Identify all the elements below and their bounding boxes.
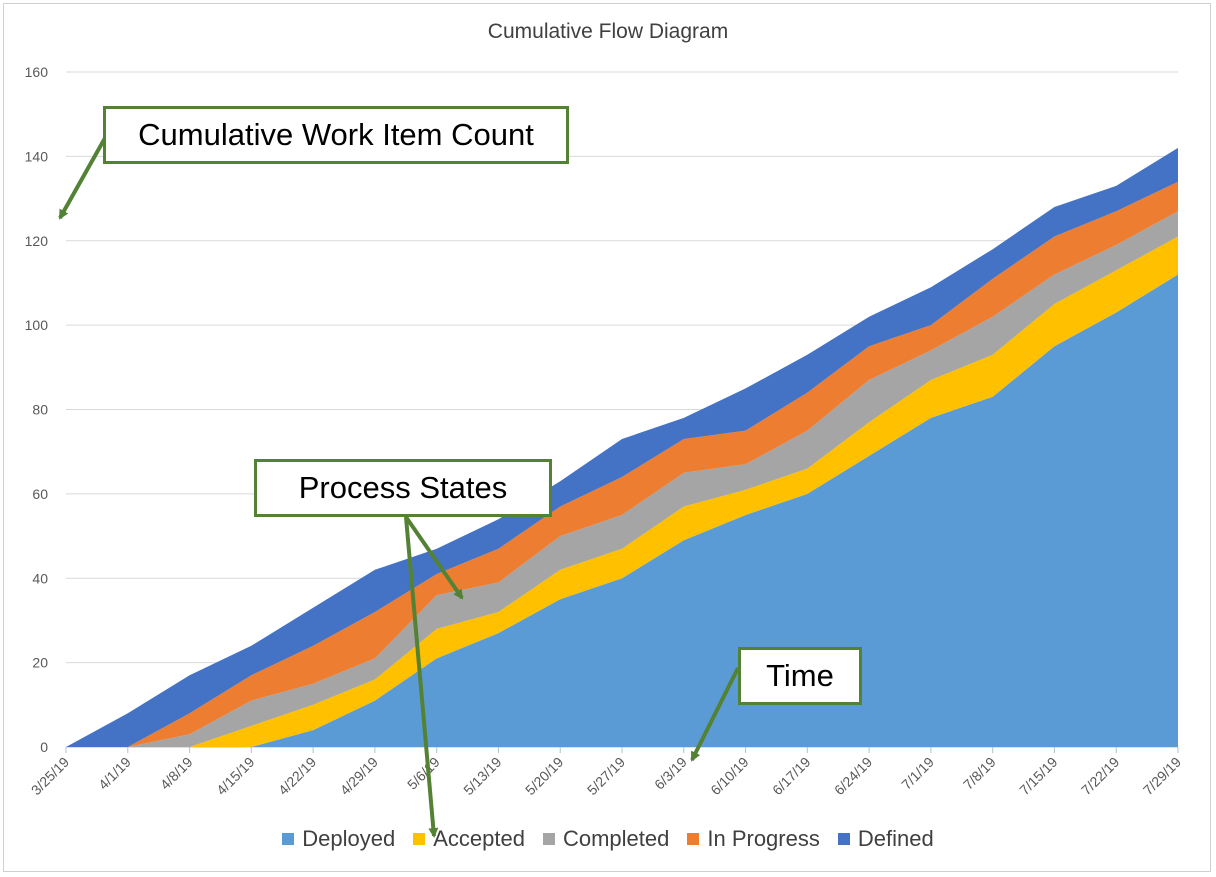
x-tick-label: 5/13/19 [460, 754, 504, 798]
legend-label: In Progress [707, 826, 820, 851]
y-tick-label: 20 [32, 655, 48, 671]
x-tick-label: 7/1/19 [898, 754, 937, 793]
x-tick-label: 4/22/19 [275, 754, 319, 798]
legend-label: Completed [562, 826, 670, 851]
annotation-arrow [404, 516, 439, 838]
annotation-arrows [58, 137, 740, 838]
y-tick-label: 40 [32, 570, 48, 586]
annotation-arrow [690, 667, 740, 762]
y-tick-label: 0 [40, 739, 48, 755]
legend-swatch [687, 833, 700, 845]
legend-item: In Progress [687, 826, 820, 852]
x-tick-label: 6/10/19 [707, 754, 751, 798]
x-tick-label: 7/22/19 [1078, 754, 1122, 798]
y-tick-label: 60 [32, 486, 48, 502]
x-tick-label: 6/17/19 [769, 754, 813, 798]
legend-swatch [282, 833, 295, 845]
annotation-arrow [58, 137, 107, 220]
x-tick-label: 7/8/19 [960, 754, 999, 793]
y-tick-label: 120 [25, 233, 49, 249]
legend: Deployed Accepted Completed In Progress Defi… [0, 826, 1216, 852]
x-tick-label: 3/25/19 [28, 754, 72, 798]
legend-swatch [542, 833, 555, 845]
y-tick-label: 160 [25, 64, 49, 80]
legend-swatch [413, 833, 426, 845]
x-tick-label: 5/6/19 [404, 754, 443, 793]
legend-label: Defined [857, 826, 934, 851]
x-tick-label: 7/29/19 [1140, 754, 1184, 798]
legend-label: Deployed [302, 826, 396, 851]
legend-item: Deployed [282, 826, 395, 852]
x-tick-label: 5/20/19 [522, 754, 566, 798]
area-deployed [66, 274, 1178, 747]
y-tick-label: 100 [25, 317, 49, 333]
legend-label: Accepted [433, 826, 525, 851]
callout-time: Time [738, 647, 862, 705]
chart-frame [3, 3, 1211, 872]
x-tick-label: 5/27/19 [584, 754, 628, 798]
annotation-arrow [404, 515, 464, 600]
y-tick-label: 140 [25, 148, 49, 164]
callout-process-states: Process States [254, 459, 552, 517]
x-tick-label: 4/8/19 [157, 754, 196, 793]
area-in-progress [66, 181, 1178, 747]
area-defined [66, 147, 1178, 747]
x-tick-label: 4/1/19 [95, 754, 134, 793]
x-axis-ticks: 3/25/19 4/1/19 4/8/19 4/15/19 4/22/19 4/29/19… [28, 747, 1184, 798]
chart-title: Cumulative Flow Diagram [487, 20, 729, 43]
callout-cumulative-count: Cumulative Work Item Count [103, 106, 569, 164]
x-tick-label: 6/24/19 [831, 754, 875, 798]
legend-item: Completed [542, 826, 670, 852]
y-tick-label: 80 [32, 402, 48, 418]
legend-item: Defined [837, 826, 934, 852]
x-tick-label: 7/15/19 [1016, 754, 1060, 798]
y-axis-ticks: 0 20 40 60 80 100 120 140 160 [25, 64, 49, 755]
legend-swatch [837, 833, 850, 845]
x-tick-label: 4/15/19 [213, 754, 257, 798]
x-tick-label: 6/3/19 [651, 754, 690, 793]
x-tick-label: 4/29/19 [337, 754, 381, 798]
legend-item: Accepted [413, 826, 525, 852]
stacked-areas [66, 147, 1178, 747]
